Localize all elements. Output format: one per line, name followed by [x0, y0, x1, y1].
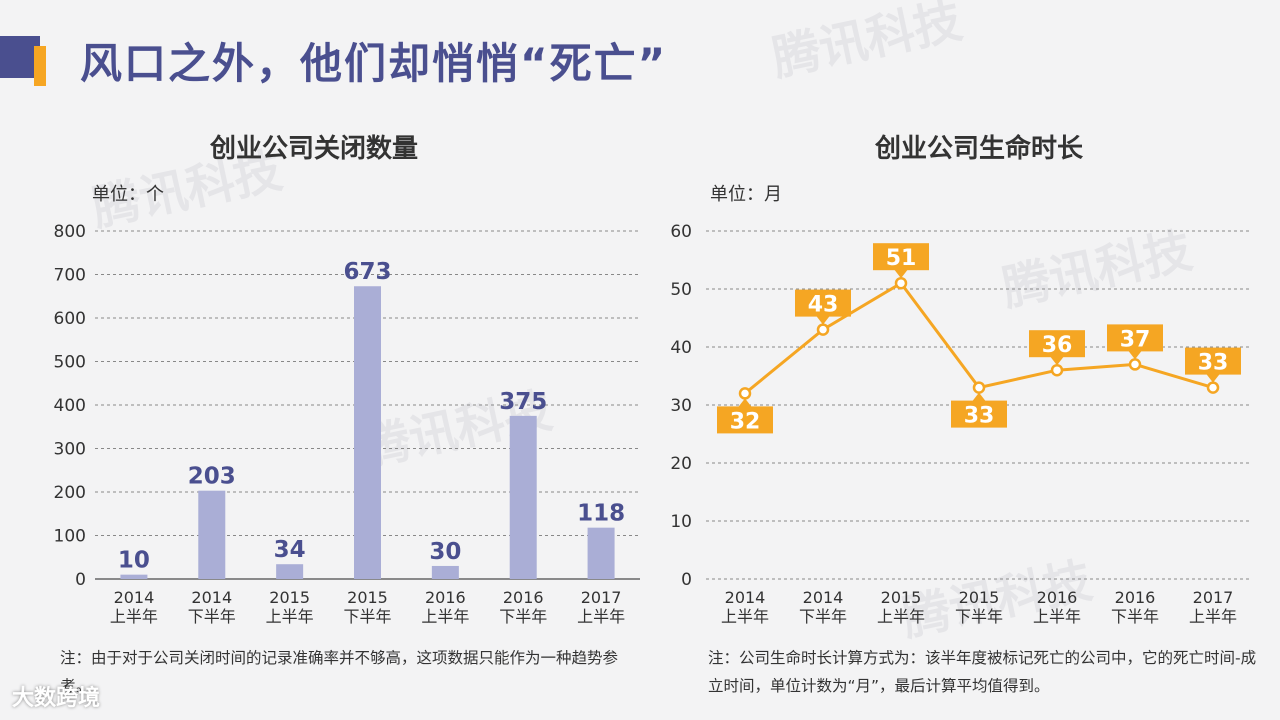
line-x-tick-label: 下半年: [1111, 607, 1159, 626]
bar-x-tick-label: 2016: [425, 588, 466, 607]
line-label-pointer: [1050, 356, 1064, 366]
line-x-tick-label: 2014: [803, 588, 844, 607]
bar-x-tick-label: 上半年: [110, 607, 158, 626]
line-label-box: [951, 400, 1007, 428]
line-label-pointer: [894, 269, 908, 279]
brand-logo: 大数跨境: [12, 686, 101, 711]
line-data-label: 51: [886, 246, 917, 271]
line-point: [816, 323, 830, 336]
bar-x-tick-label: 上半年: [577, 607, 625, 626]
line-x-tick-label: 2017: [1193, 588, 1234, 607]
bar: [120, 574, 148, 579]
bar-data-label: 34: [274, 537, 306, 563]
bar-y-tick-label: 0: [75, 570, 86, 590]
bar-data-label: 118: [577, 501, 625, 527]
line-x-tick-label: 2015: [881, 588, 922, 607]
bar: [198, 490, 226, 579]
line-point: [894, 276, 908, 290]
line-x-tick-label: 上半年: [721, 607, 769, 626]
line-x-tick-label: 2016: [1115, 588, 1156, 607]
bar-x-tick-label: 2014: [114, 588, 155, 607]
line-x-tick-label: 2014: [725, 588, 766, 607]
line-label-box: [1107, 324, 1163, 352]
line-x-tick-label: 下半年: [799, 607, 847, 626]
line-point: [1206, 381, 1220, 394]
line-label-pointer: [1128, 350, 1142, 360]
line-y-tick-label: 20: [670, 454, 692, 474]
bar-y-tick-label: 800: [54, 222, 86, 242]
line-data-label: 37: [1120, 327, 1151, 352]
line-x-tick-label: 上半年: [1033, 607, 1081, 626]
line-y-tick-label: 30: [670, 396, 692, 416]
bar-data-label: 203: [188, 464, 236, 490]
line-point: [738, 387, 752, 400]
line-y-tick-label: 60: [670, 222, 692, 242]
bar-x-tick-label: 上半年: [421, 607, 469, 626]
line-label-box: [1029, 330, 1085, 358]
bar: [276, 564, 304, 579]
title-accent-orange: [34, 46, 46, 86]
bar-chart-title: 创业公司关闭数量: [210, 134, 419, 164]
bar-y-tick-label: 200: [54, 483, 86, 503]
bar-x-tick-label: 上半年: [266, 607, 314, 626]
line-x-tick-label: 2016: [1037, 588, 1078, 607]
line-data-label: 33: [1198, 351, 1229, 376]
bar: [354, 286, 381, 579]
line-data-label: 33: [964, 404, 995, 429]
line-label-pointer: [1206, 373, 1220, 383]
bar: [431, 565, 459, 579]
bar-x-tick-label: 下半年: [343, 607, 391, 626]
line-y-tick-label: 40: [670, 338, 692, 358]
line-label-pointer: [738, 398, 752, 408]
bar-chart-note: 注：由于对于公司关闭时间的记录准确率并不够高，这项数据只能作为一种趋势参考。: [60, 649, 619, 695]
line-y-tick-label: 0: [681, 570, 692, 590]
line-x-tick-label: 上半年: [1189, 607, 1237, 626]
line-data-label: 32: [730, 409, 761, 434]
bar-y-tick-label: 400: [54, 396, 86, 416]
line-point: [1050, 363, 1064, 377]
line-x-tick-label: 2015: [959, 588, 1000, 607]
bar-x-tick-label: 2015: [269, 588, 310, 607]
line-label-box: [873, 243, 929, 271]
bar-y-tick-label: 500: [54, 353, 86, 373]
bar-x-tick-label: 2014: [191, 588, 232, 607]
bar-y-tick-label: 600: [54, 309, 86, 329]
line-point: [1128, 358, 1142, 371]
line-chart-unit: 单位：月: [710, 184, 782, 205]
bar-x-tick-label: 2015: [347, 588, 388, 607]
line-y-tick-label: 10: [670, 512, 692, 532]
line-label-box: [1185, 347, 1241, 375]
bar-x-tick-label: 2017: [581, 588, 622, 607]
line-chart-title: 创业公司生命时长: [875, 134, 1084, 164]
page-title: 风口之外，他们却悄悄“死亡”: [80, 39, 668, 88]
bar: [509, 415, 537, 579]
bar-x-tick-label: 下半年: [188, 607, 236, 626]
title-accent-dark: [0, 36, 40, 78]
line-chart-note: 注：公司生命时长计算方式为：该半年度被标记死亡的公司中，它的死亡时间-成立时间，…: [708, 649, 1257, 695]
line-x-tick-label: 上半年: [877, 607, 925, 626]
line-label-box: [795, 289, 851, 317]
bar-x-tick-label: 下半年: [499, 607, 547, 626]
bar: [587, 527, 615, 579]
bar-y-tick-label: 700: [54, 266, 86, 286]
bar-data-label: 375: [499, 389, 547, 415]
bar-chart-unit: 单位：个: [92, 184, 164, 205]
bar-y-tick-label: 300: [54, 440, 86, 460]
line-x-tick-label: 下半年: [955, 607, 1003, 626]
line-point: [972, 381, 986, 394]
bar-x-tick-label: 2016: [503, 588, 544, 607]
line-label-pointer: [972, 392, 986, 402]
bar-y-tick-label: 100: [54, 527, 86, 547]
line-data-label: 36: [1042, 333, 1073, 358]
line-y-tick-label: 50: [670, 280, 692, 300]
bar-data-label: 673: [343, 259, 391, 285]
line-label-box: [717, 406, 773, 434]
line-label-pointer: [816, 315, 830, 325]
line-data-label: 43: [808, 293, 839, 318]
bar-data-label: 30: [429, 539, 461, 565]
bar-data-label: 10: [118, 548, 150, 574]
